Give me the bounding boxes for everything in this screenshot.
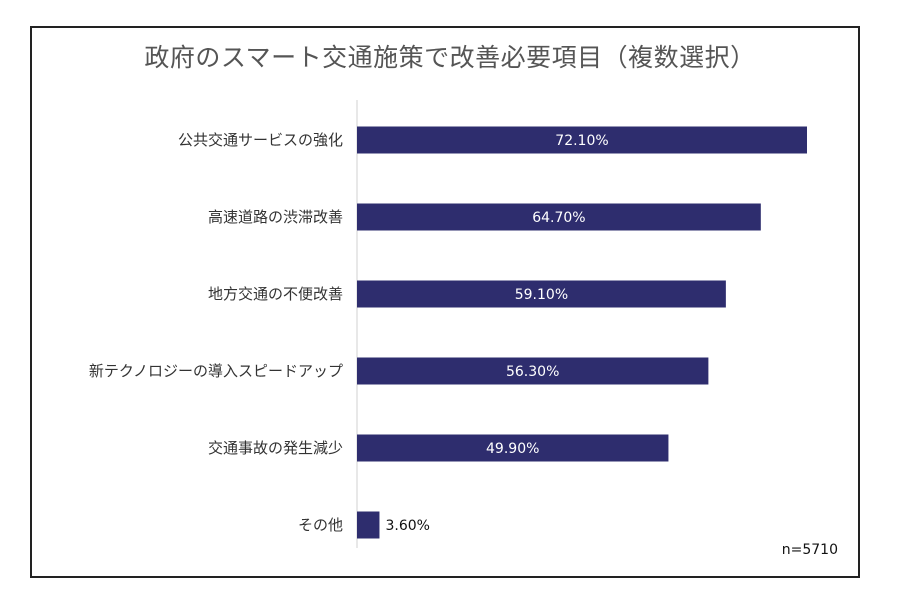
bar: [357, 357, 709, 385]
category-label: その他: [298, 516, 343, 534]
data-label: 3.60%: [385, 518, 429, 534]
chart-title: 政府のスマート交通施策で改善必要項目（複数選択）: [144, 43, 756, 72]
category-label: 公共交通サービスの強化: [178, 131, 343, 149]
category-label: 高速道路の渋滞改善: [208, 208, 343, 226]
bar: [357, 126, 807, 154]
sample-size-note: n=5710: [781, 542, 838, 558]
bar: [357, 434, 669, 462]
data-label: 59.10%: [515, 287, 568, 303]
bar: [357, 511, 380, 539]
data-label: 49.90%: [486, 441, 539, 457]
data-label: 72.10%: [555, 133, 608, 149]
bar: [357, 203, 761, 231]
category-label: 地方交通の不便改善: [208, 285, 343, 303]
data-label: 64.70%: [532, 210, 585, 226]
bar: [357, 280, 726, 308]
category-label: 新テクノロジーの導入スピードアップ: [89, 362, 343, 380]
data-label: 56.30%: [506, 364, 559, 380]
category-label: 交通事故の発生減少: [208, 439, 343, 457]
